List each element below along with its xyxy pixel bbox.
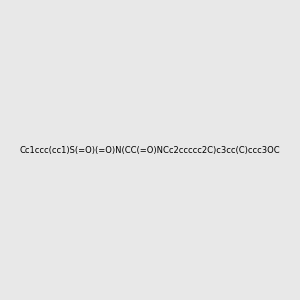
Text: Cc1ccc(cc1)S(=O)(=O)N(CC(=O)NCc2ccccc2C)c3cc(C)ccc3OC: Cc1ccc(cc1)S(=O)(=O)N(CC(=O)NCc2ccccc2C)… — [20, 146, 280, 154]
